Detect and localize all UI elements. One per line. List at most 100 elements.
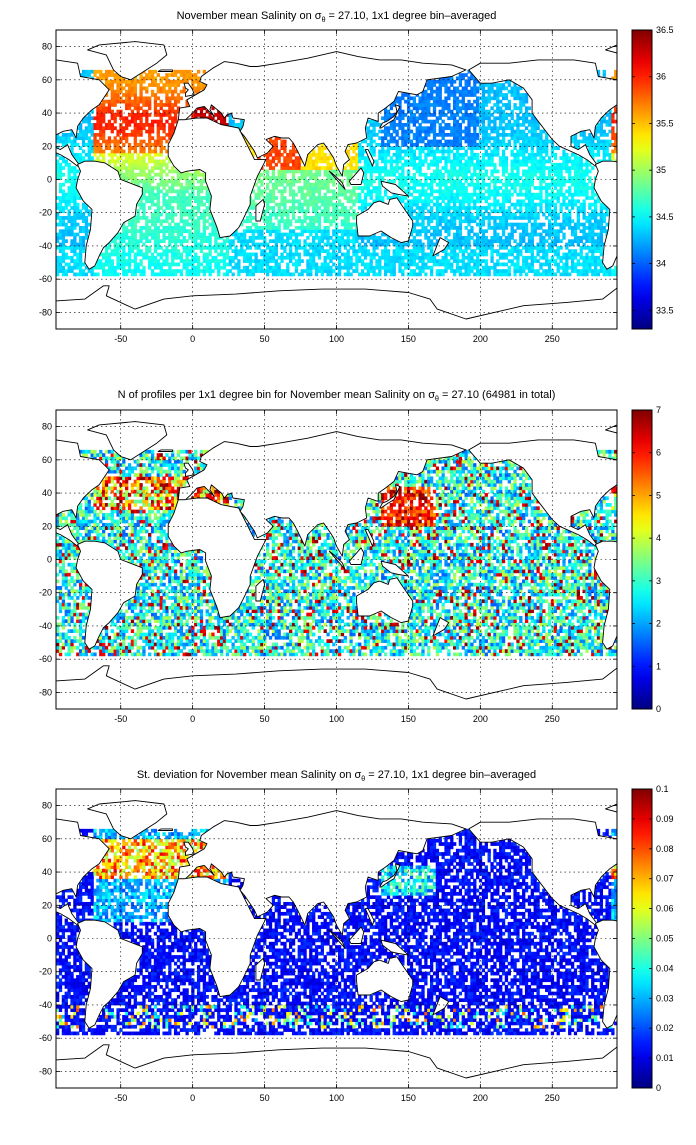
data-cell [398,242,402,247]
data-cell [326,209,330,214]
data-cell [225,245,230,250]
data-cell [309,162,313,167]
data-cell [501,199,506,204]
data-cell [550,162,555,167]
data-cell [329,222,333,227]
data-cell [176,255,181,260]
data-cell [271,212,276,217]
data-cell [441,132,445,137]
data-cell [268,245,273,250]
data-cell [573,166,578,170]
data-cell [418,206,422,210]
data-cell [320,235,324,240]
data-cell [243,265,247,270]
data-cell [453,136,457,141]
data-cell [487,265,491,270]
data-cell [565,262,569,267]
data-cell [453,129,457,134]
data-cell [435,156,440,160]
data-cell [176,229,181,234]
data-cell [447,206,451,210]
data-cell [130,132,135,137]
data-cell [484,132,488,137]
data-cell [122,142,126,147]
data-cell [573,172,578,177]
data-cell [602,146,606,150]
data-cell [119,149,123,154]
data-cell [366,129,370,134]
data-cell [58,262,63,267]
data-cell [464,159,468,164]
data-cell [136,156,140,160]
data-cell [58,199,63,204]
data-cell [337,265,342,270]
data-cell [441,126,445,131]
data-cell [447,176,451,180]
data-cell [222,255,227,260]
data-cell [438,216,442,220]
data-cell [150,176,155,180]
data-cell [478,176,483,180]
data-cell [582,235,586,240]
data-cell [427,166,431,170]
data-cell [171,252,175,257]
data-cell [412,189,417,194]
data-cell [179,189,183,194]
data-cell [159,169,163,174]
data-cell [84,272,89,277]
data-cell [447,242,451,247]
data-cell [205,269,209,273]
data-cell [519,232,523,237]
data-cell [435,252,440,257]
data-cell [168,265,172,270]
data-cell [386,259,391,263]
data-cell [593,245,598,250]
data-cell [168,222,172,227]
data-cell [478,182,483,187]
data-cell [467,196,471,200]
data-cell [455,126,460,131]
data-cell [314,169,319,174]
data-cell [314,156,319,160]
data-cell [487,239,491,244]
data-cell [142,252,146,257]
data-cell [271,166,276,170]
data-cell [556,232,560,237]
data-cell [447,152,451,157]
data-cell [309,242,313,247]
data-cell [349,239,353,244]
data-cell [185,172,189,177]
data-cell [104,139,109,144]
data-cell [260,192,264,197]
data-cell [320,152,324,157]
data-cell [565,269,569,273]
data-cell [291,146,296,150]
data-cell [430,265,434,270]
data-cell [145,229,149,234]
data-cell [453,199,457,204]
data-cell [176,222,181,227]
data-cell [176,196,181,200]
data-cell [240,222,244,227]
data-cell [67,199,71,204]
data-cell [317,146,322,150]
data-cell [588,239,592,244]
data-cell [317,189,322,194]
data-cell [496,136,500,141]
data-cell [447,202,451,207]
data-cell [539,192,543,197]
data-cell [355,159,359,164]
data-cell [139,149,143,154]
data-cell [211,222,215,227]
data-cell [496,192,500,197]
data-cell [96,156,100,160]
data-cell [530,192,534,197]
data-cell [453,126,457,131]
data-cell [438,222,442,227]
data-cell [539,159,543,164]
data-cell [455,179,460,184]
data-cell [188,179,192,184]
data-cell [415,222,419,227]
data-cell [369,136,373,141]
data-cell [188,235,192,240]
